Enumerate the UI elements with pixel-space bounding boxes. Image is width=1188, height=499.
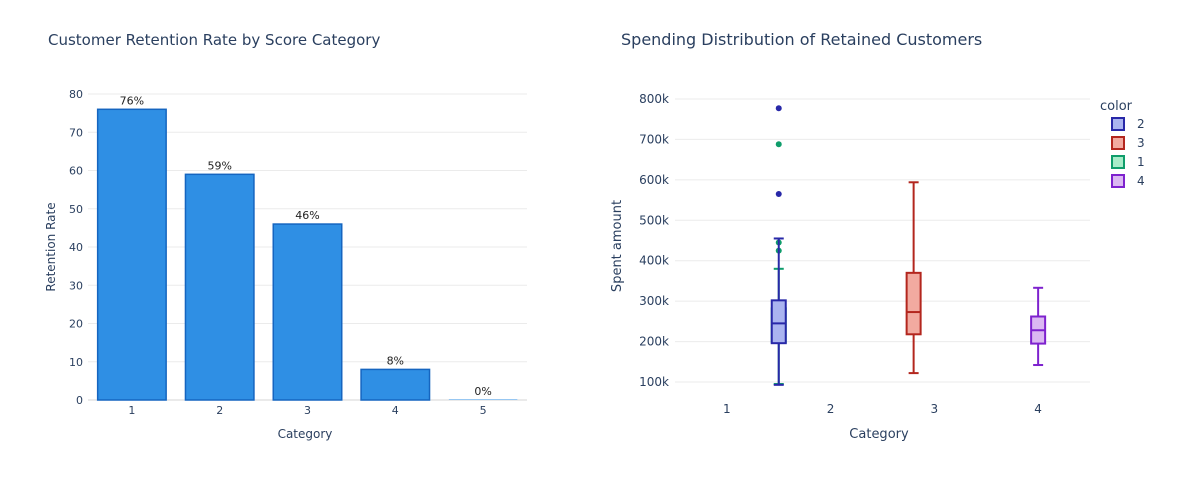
retention-x-axis-title: Category (278, 427, 333, 441)
y-tick-label: 70 (69, 126, 83, 139)
outlier-point (775, 141, 782, 148)
legend-items: 2 3 1 4 (1111, 117, 1145, 188)
retention-y-axis-title: Retention Rate (44, 202, 58, 291)
y-tick-label: 800k (639, 92, 669, 106)
y-tick-label: 40 (69, 241, 83, 254)
y-tick-label: 700k (639, 132, 669, 146)
y-tick-label: 20 (69, 318, 83, 331)
spending-x-ticks: 1 2 3 4 (723, 402, 1042, 416)
y-tick-label: 500k (639, 213, 669, 227)
y-tick-label: 50 (69, 203, 83, 216)
x-tick-label: 2 (216, 404, 223, 417)
y-tick-label: 400k (639, 254, 669, 268)
data-label-1: 76% (120, 94, 144, 107)
legend-label: 1 (1137, 155, 1145, 169)
legend-swatch (1111, 136, 1125, 150)
box-iqr (770, 299, 787, 345)
y-tick-label: 30 (69, 279, 83, 292)
y-tick-label: 200k (639, 335, 669, 349)
x-tick-label: 5 (480, 404, 487, 417)
legend-label: 3 (1137, 136, 1145, 150)
legend-title: color (1100, 99, 1133, 114)
legend-swatch (1111, 155, 1125, 169)
spending-y-ticks: 100k 200k 300k 400k 500k 600k 700k 800k (639, 92, 669, 389)
retention-x-ticks: 1 2 3 4 5 (128, 404, 486, 417)
x-tick-label: 4 (1034, 402, 1042, 416)
retention-bars (96, 108, 518, 401)
legend: color 2 3 1 4 (1100, 99, 1145, 188)
spending-chart-title: Spending Distribution of Retained Custom… (621, 30, 982, 49)
y-tick-label: 60 (69, 165, 83, 178)
legend-item-1[interactable]: 1 (1111, 155, 1145, 169)
spending-boxes (770, 105, 1047, 386)
bar-3 (272, 223, 343, 401)
spending-x-axis-title: Category (849, 427, 909, 442)
bar-1 (96, 108, 167, 401)
outlier-point (775, 191, 782, 198)
y-tick-label: 80 (69, 88, 83, 101)
bar-4 (360, 368, 431, 401)
x-tick-label: 3 (931, 402, 939, 416)
legend-swatch (1111, 174, 1125, 188)
x-tick-label: 3 (304, 404, 311, 417)
x-tick-label: 4 (392, 404, 399, 417)
box-category-3 (905, 181, 922, 375)
data-label-4: 8% (387, 354, 404, 367)
y-tick-label: 300k (639, 294, 669, 308)
bar-5 (448, 399, 518, 400)
box-category-2 (770, 105, 787, 386)
legend-label: 4 (1137, 174, 1145, 188)
data-label-2: 59% (207, 159, 231, 172)
x-tick-label: 1 (128, 404, 135, 417)
y-tick-label: 100k (639, 375, 669, 389)
retention-chart-title: Customer Retention Rate by Score Categor… (48, 31, 380, 49)
spending-chart: Spending Distribution of Retained Custom… (610, 30, 1145, 442)
data-label-5: 0% (474, 385, 491, 398)
retention-y-ticks: 0 10 20 30 40 50 60 70 80 (69, 88, 83, 407)
data-label-3: 46% (295, 209, 319, 222)
bar-2 (184, 173, 255, 401)
x-tick-label: 1 (723, 402, 731, 416)
legend-swatch (1111, 117, 1125, 131)
legend-item-3[interactable]: 3 (1111, 136, 1145, 150)
outlier-point (775, 105, 782, 112)
box-iqr (905, 271, 922, 336)
legend-label: 2 (1137, 117, 1145, 131)
y-tick-label: 600k (639, 173, 669, 187)
retention-chart: Customer Retention Rate by Score Categor… (44, 31, 527, 441)
y-tick-label: 0 (76, 394, 83, 407)
box-category-4 (1030, 286, 1047, 367)
retention-data-labels: 76% 59% 46% 8% 0% (120, 94, 492, 398)
x-tick-label: 2 (827, 402, 835, 416)
spending-gridlines (675, 98, 1090, 383)
spending-y-axis-title: Spent amount (610, 200, 625, 292)
legend-item-2[interactable]: 2 (1111, 117, 1145, 131)
legend-item-4[interactable]: 4 (1111, 174, 1145, 188)
y-tick-label: 10 (69, 356, 83, 369)
